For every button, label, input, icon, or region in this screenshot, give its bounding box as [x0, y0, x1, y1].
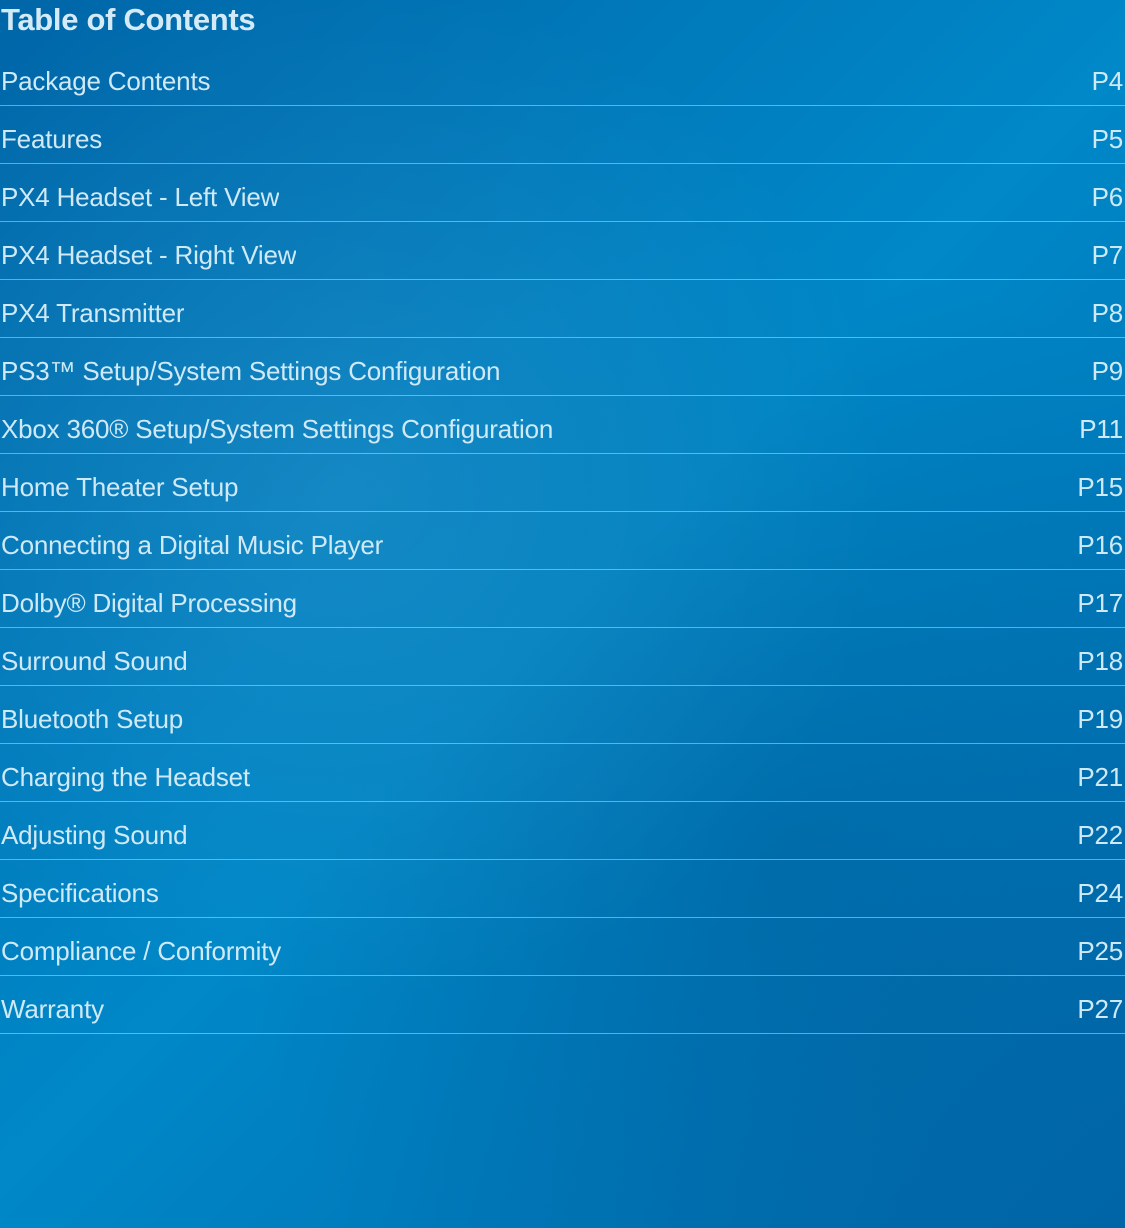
toc-entry-page: P22	[1057, 820, 1123, 851]
toc-row: Compliance / Conformity P25	[0, 918, 1125, 976]
toc-entry-page: P9	[1072, 356, 1123, 387]
toc-row: Home Theater Setup P15	[0, 454, 1125, 512]
toc-row: Surround Sound P18	[0, 628, 1125, 686]
toc-entry-label: Charging the Headset	[1, 762, 250, 793]
toc-entry-label: PX4 Headset - Right View	[1, 240, 296, 271]
toc-entry-page: P25	[1057, 936, 1123, 967]
toc-entry-page: P7	[1072, 240, 1123, 271]
toc-row: Adjusting Sound P22	[0, 802, 1125, 860]
toc-row: Connecting a Digital Music Player P16	[0, 512, 1125, 570]
toc-entry-label: Compliance / Conformity	[1, 936, 281, 967]
toc-row: PS3™ Setup/System Settings Configuration…	[0, 338, 1125, 396]
toc-entry-label: Package Contents	[1, 66, 210, 97]
page-title: Table of Contents	[0, 0, 1125, 56]
toc-entry-label: Adjusting Sound	[1, 820, 187, 851]
toc-entry-label: Specifications	[1, 878, 159, 909]
toc-entry-page: P18	[1057, 646, 1123, 677]
toc-entry-page: P24	[1057, 878, 1123, 909]
toc-entry-label: Features	[1, 124, 102, 155]
toc-entry-label: Surround Sound	[1, 646, 188, 677]
toc-entry-page: P4	[1072, 66, 1123, 97]
toc-row: Bluetooth Setup P19	[0, 686, 1125, 744]
toc-entry-page: P5	[1072, 124, 1123, 155]
toc-entry-label: Warranty	[1, 994, 104, 1025]
toc-entry-label: PX4 Headset - Left View	[1, 182, 279, 213]
toc-entry-page: P11	[1059, 414, 1123, 445]
toc-entry-label: Dolby® Digital Processing	[1, 588, 297, 619]
toc-row: PX4 Transmitter P8	[0, 280, 1125, 338]
toc-entry-page: P27	[1057, 994, 1123, 1025]
toc-entry-page: P6	[1072, 182, 1123, 213]
toc-entry-label: PX4 Transmitter	[1, 298, 184, 329]
toc-row: Charging the Headset P21	[0, 744, 1125, 802]
toc-row: PX4 Headset - Right View P7	[0, 222, 1125, 280]
toc-entry-page: P8	[1072, 298, 1123, 329]
toc-row: Dolby® Digital Processing P17	[0, 570, 1125, 628]
toc-entry-page: P19	[1057, 704, 1123, 735]
toc-row: Package Contents P4	[0, 56, 1125, 106]
toc-row: Warranty P27	[0, 976, 1125, 1034]
toc-entry-label: Connecting a Digital Music Player	[1, 530, 383, 561]
toc-entry-page: P15	[1057, 472, 1123, 503]
toc-row: Xbox 360® Setup/System Settings Configur…	[0, 396, 1125, 454]
toc-row: Features P5	[0, 106, 1125, 164]
toc-entry-page: P21	[1057, 762, 1123, 793]
toc-list: Package Contents P4 Features P5 PX4 Head…	[0, 56, 1125, 1034]
toc-entry-label: Xbox 360® Setup/System Settings Configur…	[1, 414, 553, 445]
toc-entry-page: P16	[1057, 530, 1123, 561]
toc-row: Specifications P24	[0, 860, 1125, 918]
toc-entry-label: PS3™ Setup/System Settings Configuration	[1, 356, 500, 387]
toc-entry-label: Bluetooth Setup	[1, 704, 183, 735]
toc-container: Table of Contents Package Contents P4 Fe…	[0, 0, 1125, 1034]
toc-row: PX4 Headset - Left View P6	[0, 164, 1125, 222]
toc-entry-page: P17	[1057, 588, 1123, 619]
toc-entry-label: Home Theater Setup	[1, 472, 238, 503]
